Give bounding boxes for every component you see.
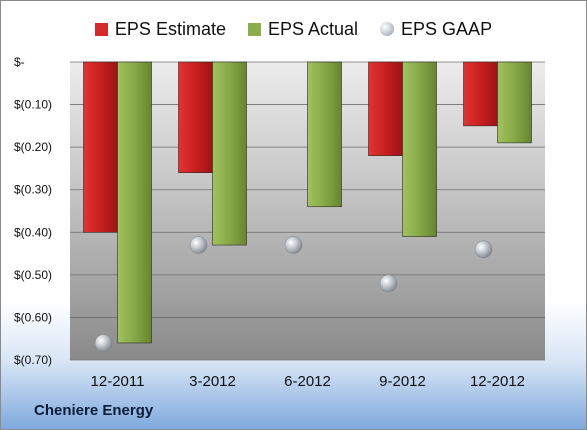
point-eps-gaap [474,240,493,259]
legend-swatch-gaap [380,22,395,36]
point-eps-gaap [94,334,113,352]
y-tick-label: $(0.10) [14,98,52,112]
y-tick-label: $(0.60) [14,310,52,324]
bar-eps-estimate [463,61,498,127]
bar-eps-actual [212,61,247,246]
legend-swatch-actual [247,22,261,36]
chart-legend: EPS Estimate EPS Actual EPS GAAP [0,16,587,42]
bar-eps-actual [307,61,342,208]
y-tick-label: $(0.50) [14,268,52,282]
legend-label-gaap: EPS GAAP [401,18,493,39]
y-tick-label: $(0.70) [14,353,52,367]
x-tick-label: 6-2012 [284,373,331,390]
legend-item-estimate: EPS Estimate [94,18,226,40]
bar-eps-estimate [178,61,213,173]
bar-eps-actual [497,61,532,144]
legend-label-actual: EPS Actual [267,18,359,39]
bar-eps-estimate [368,61,403,156]
y-tick-label: $(0.40) [14,225,52,239]
x-tick-label: 3-2012 [189,373,236,390]
y-tick-label: $(0.20) [14,140,52,154]
legend-item-gaap: EPS GAAP [380,19,492,40]
bar-eps-actual [402,61,437,237]
legend-label-estimate: EPS Estimate [114,18,226,39]
point-eps-gaap [379,274,398,293]
bar-eps-actual [117,61,152,344]
point-eps-gaap [189,236,208,254]
x-tick-label: 12-2011 [91,373,145,390]
y-tick-label: $(0.30) [14,183,52,197]
legend-swatch-estimate [94,22,108,36]
y-tick-label: $- [14,55,25,69]
x-tick-label: 9-2012 [379,373,426,390]
point-eps-gaap [284,236,303,254]
legend-item-actual: EPS Actual [247,18,359,40]
bar-eps-estimate [83,61,118,233]
x-tick-label: 12-2012 [470,373,525,390]
company-name: Cheniere Energy [34,402,154,419]
